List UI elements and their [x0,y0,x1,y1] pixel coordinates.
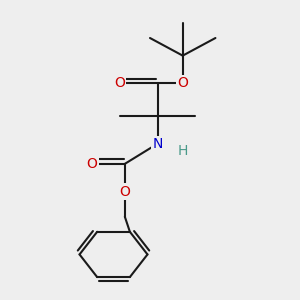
Text: O: O [87,157,98,171]
Text: H: H [178,144,188,158]
Text: O: O [119,184,130,199]
Text: O: O [177,76,188,90]
Text: N: N [152,137,163,151]
Text: O: O [114,76,125,90]
